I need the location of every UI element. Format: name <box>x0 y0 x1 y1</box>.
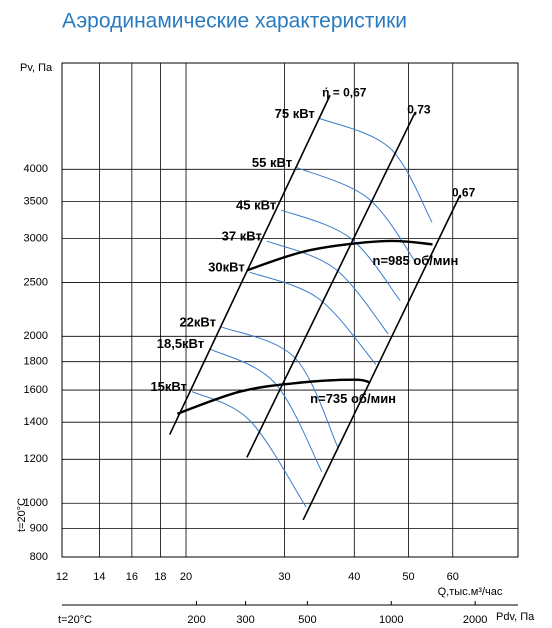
y-tick-label: 4000 <box>24 163 48 175</box>
x2-tick-label: 2000 <box>463 614 487 626</box>
plot-frame <box>61 62 519 558</box>
curve-label: 15кВт <box>150 379 187 394</box>
y-tick-label: 800 <box>30 551 48 563</box>
x-tick-label: 30 <box>278 571 290 583</box>
x2-tick-label: 500 <box>298 614 316 626</box>
x-tick-label: 40 <box>348 571 360 583</box>
y-tick-label: 1400 <box>24 416 48 428</box>
curve-label: 18,5кВт <box>157 336 204 351</box>
x-axis-label: Q,тыс.м³/час <box>438 586 503 598</box>
y-tick-label: 1800 <box>24 356 48 368</box>
curve <box>246 111 416 458</box>
curve <box>281 209 401 301</box>
x2-axis-label: Pdv, Па <box>496 611 535 623</box>
curve-label: ή = 0,67 <box>322 85 367 99</box>
x-tick-label: 14 <box>93 571 105 583</box>
y-axis-label: Pv, Па <box>20 62 53 74</box>
x-tick-label: 50 <box>402 571 414 583</box>
curve-label: 37 кВт <box>222 228 262 243</box>
curve <box>319 118 433 223</box>
x2-tick-label: 300 <box>236 614 254 626</box>
curve-label: 0,67 <box>452 186 476 200</box>
curve-label: 45 кВт <box>236 197 276 212</box>
y-tick-label: 2000 <box>24 330 48 342</box>
curve-label: 75 кВт <box>275 106 315 121</box>
curve <box>246 239 433 272</box>
curve-label: 30кВт <box>208 260 245 275</box>
curve <box>249 271 377 365</box>
y-tick-label: 1200 <box>24 453 48 465</box>
curve <box>176 378 371 415</box>
curve-label: 0,73 <box>407 102 431 116</box>
x-tick-label: 60 <box>447 571 459 583</box>
curve <box>208 348 323 472</box>
y-tick-label: 900 <box>30 523 48 535</box>
bottom-note: t=20°C <box>58 614 92 626</box>
x-tick-label: 18 <box>154 571 166 583</box>
y-tick-label: 1600 <box>24 384 48 396</box>
curve <box>220 326 339 448</box>
side-note: t=20°C <box>16 498 28 532</box>
curve <box>296 167 417 263</box>
curve-label: 55 кВт <box>252 155 292 170</box>
curve-label: 22кВт <box>179 314 216 329</box>
y-tick-label: 1000 <box>24 497 48 509</box>
curve <box>266 240 389 335</box>
y-tick-label: 3000 <box>24 233 48 245</box>
y-tick-label: 2500 <box>24 276 48 288</box>
x2-tick-label: 200 <box>187 614 205 626</box>
y-tick-label: 3500 <box>24 195 48 207</box>
curve-label: n=985 об/мин <box>373 253 459 268</box>
x-tick-label: 12 <box>56 571 68 583</box>
chart-title: Аэродинамические характеристики <box>62 10 407 33</box>
curve <box>191 391 307 508</box>
curve <box>302 195 461 521</box>
curve <box>168 94 331 435</box>
x2-tick-label: 1000 <box>379 614 403 626</box>
x-tick-label: 20 <box>180 571 192 583</box>
x-tick-label: 16 <box>126 571 138 583</box>
curve-label: n=735 об/мин <box>310 391 396 406</box>
